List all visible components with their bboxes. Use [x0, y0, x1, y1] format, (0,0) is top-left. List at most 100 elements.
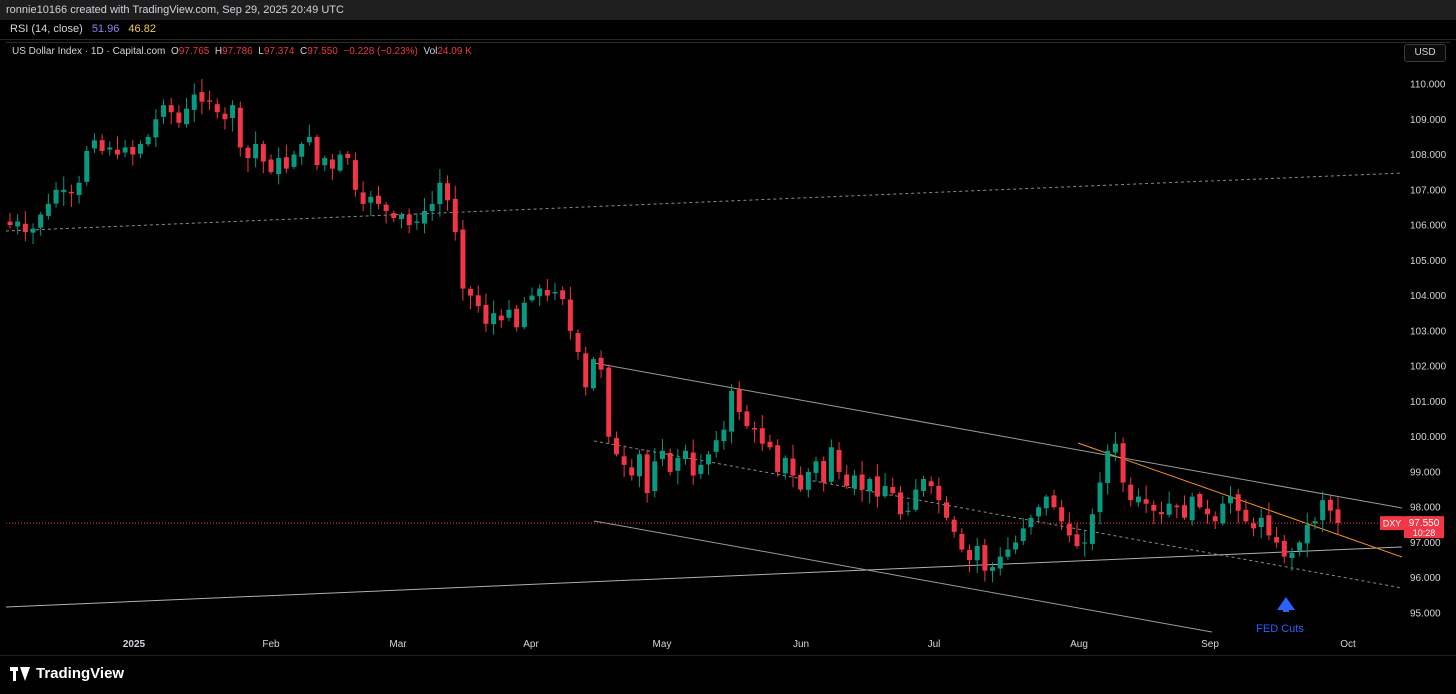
fed-cuts-arrow-icon: [1277, 597, 1295, 612]
candle-body: [590, 359, 596, 389]
tradingview-brand[interactable]: TradingView: [10, 665, 124, 682]
candle-body: [230, 105, 236, 119]
candle-body: [391, 213, 397, 219]
long-dashed-trendline: [5, 172, 1403, 232]
candle-body: [1243, 509, 1249, 522]
y-tick-label: 107.000: [1410, 185, 1447, 196]
candle-body: [867, 478, 873, 492]
price-tag-symbol: DXY: [1383, 519, 1402, 529]
legend-open-label: O: [170, 46, 179, 57]
candle-body: [276, 158, 282, 174]
candle-body: [698, 464, 704, 474]
candle-body: [1189, 496, 1195, 521]
candle-body: [114, 149, 120, 155]
candle-body: [99, 140, 105, 152]
candle-body: [514, 308, 520, 328]
candle-body: [920, 478, 926, 491]
candle-body: [491, 313, 497, 325]
candle-body: [982, 545, 988, 571]
candle-body: [974, 545, 980, 561]
candle-body: [1051, 495, 1057, 508]
legend-high: 97.786: [222, 46, 253, 57]
candle-body: [7, 221, 13, 226]
candle-body: [905, 510, 911, 512]
candle-body: [145, 136, 151, 145]
candle-body: [237, 107, 243, 148]
y-tick-label: 101.000: [1410, 397, 1447, 408]
candle-body: [1220, 503, 1226, 524]
candle-body: [913, 489, 919, 510]
candle-body: [936, 485, 942, 501]
candle-body: [1074, 534, 1080, 546]
candle-body: [398, 214, 404, 220]
candle-body: [291, 154, 297, 167]
rsi-label: RSI (14, close): [10, 23, 83, 35]
rsi-value-2: 46.82: [128, 23, 156, 35]
candle-body: [1097, 482, 1103, 513]
candle-body: [1289, 553, 1295, 558]
candle-body: [606, 367, 612, 437]
candle-body: [445, 183, 451, 201]
y-tick-label: 95.000: [1410, 609, 1441, 620]
price-chart-frame[interactable]: [6, 42, 1450, 655]
candle-body: [736, 389, 742, 412]
candle-body: [1013, 542, 1019, 550]
candle-body: [1105, 450, 1111, 483]
candle-body: [498, 315, 504, 321]
candle-body: [483, 304, 489, 324]
candle-body: [30, 228, 36, 233]
candle-body: [729, 390, 735, 432]
rsi-pane[interactable]: RSI (14, close) 51.96 46.82: [0, 20, 1456, 40]
y-tick-label: 99.000: [1410, 467, 1441, 478]
candle-body: [91, 140, 97, 149]
y-tick-label: 109.000: [1410, 115, 1447, 126]
candle-body: [1327, 499, 1333, 511]
x-tick-label: May: [653, 639, 672, 650]
candle-body: [1043, 496, 1049, 509]
fed-cuts-annotation: FED Cuts: [1256, 623, 1304, 635]
legend-volume-label: Vol: [423, 46, 438, 57]
candle-body: [84, 151, 90, 182]
candle-body: [805, 471, 811, 490]
candle-body: [575, 333, 581, 353]
candle-body: [836, 449, 842, 472]
candle-body: [130, 146, 136, 155]
legend-low: 97.374: [263, 46, 295, 57]
candle-body: [1312, 521, 1318, 524]
candle-body: [844, 474, 850, 487]
candle-body: [897, 492, 903, 515]
candle-body: [1228, 496, 1234, 504]
candle-body: [214, 104, 220, 113]
candle-body: [368, 196, 374, 203]
candle-body: [613, 438, 619, 455]
candle-body: [1197, 493, 1203, 508]
legend-change: −0.228 (−0.23%): [343, 46, 418, 57]
chart-credit-bar: ronnie10166 created with TradingView.com…: [0, 0, 1456, 20]
candle-body: [990, 567, 996, 571]
candle-body: [529, 295, 535, 301]
price-tag-symbol-bg: [1380, 516, 1404, 531]
credit-text: ronnie10166 created with TradingView.com…: [6, 4, 344, 16]
candle-body: [1143, 499, 1149, 504]
y-tick-label: 105.000: [1410, 256, 1447, 267]
candle-body: [1251, 523, 1257, 529]
rsi-value-1: 51.96: [91, 23, 120, 35]
candle-body: [775, 445, 781, 472]
candle-body: [928, 481, 934, 487]
candle-body: [314, 136, 320, 166]
candle-body: [22, 223, 28, 233]
candle-body: [944, 502, 950, 518]
candle-body: [859, 474, 865, 490]
y-tick-label: 104.000: [1410, 291, 1447, 302]
candle-body: [583, 353, 589, 388]
candle-body: [452, 198, 458, 233]
candle-body: [1258, 517, 1264, 527]
x-tick-label: 2025: [123, 639, 146, 650]
candle-body: [706, 454, 712, 465]
candle-body: [222, 113, 228, 120]
candle-body: [759, 428, 765, 444]
candle-body: [68, 191, 74, 194]
currency-button[interactable]: USD: [1404, 44, 1446, 62]
candle-body: [61, 189, 67, 193]
